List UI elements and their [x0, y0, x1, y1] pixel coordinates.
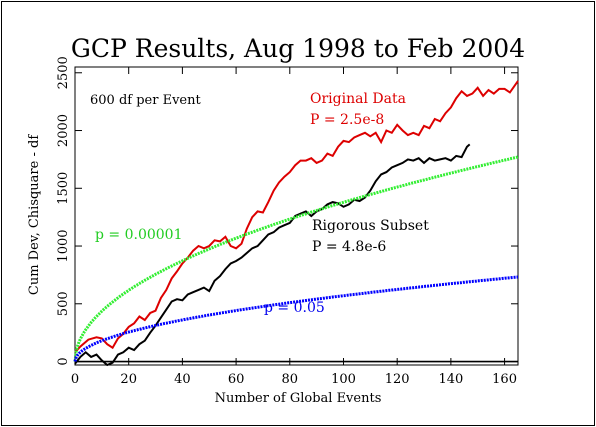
x-tick-label: 40	[174, 372, 191, 387]
y-tick-label: 0	[56, 357, 71, 365]
y-tick-label: 1000	[56, 229, 71, 262]
x-tick-label: 60	[228, 372, 245, 387]
annotation-df-note: 600 df per Event	[90, 93, 201, 108]
x-tick-label: 100	[331, 372, 356, 387]
x-tick-label: 20	[120, 372, 137, 387]
chart-title: GCP Results, Aug 1998 to Feb 2004	[71, 34, 525, 63]
annotation-rigorous-p: P = 4.8e-6	[312, 239, 386, 255]
x-tick-label: 160	[492, 372, 517, 387]
y-tick-label: 2000	[56, 114, 71, 147]
x-tick-label: 120	[385, 372, 410, 387]
annotation-blue-label: p = 0.05	[264, 300, 325, 316]
y-tick-label: 500	[56, 291, 71, 316]
blue-threshold-line	[73, 275, 519, 362]
rigorous-subset-line	[74, 143, 471, 367]
y-tick-label: 2500	[56, 56, 71, 89]
annotation-rigorous-label: Rigorous Subset	[312, 218, 429, 234]
original-data-line	[74, 80, 519, 353]
x-tick-label: 140	[438, 372, 463, 387]
green-threshold-line	[73, 155, 519, 362]
plot-frame	[74, 66, 519, 366]
y-tick-label: 1500	[56, 172, 71, 205]
annotation-original-p: P = 2.5e-8	[310, 112, 384, 128]
x-axis-label: Number of Global Events	[215, 391, 382, 406]
y-axis-label: Cum Dev, Chisquare - df	[27, 134, 42, 295]
x-tick-label: 0	[71, 372, 79, 387]
x-tick-label: 80	[282, 372, 299, 387]
annotation-green-label: p = 0.00001	[95, 227, 183, 243]
annotation-original-label: Original Data	[310, 91, 406, 107]
